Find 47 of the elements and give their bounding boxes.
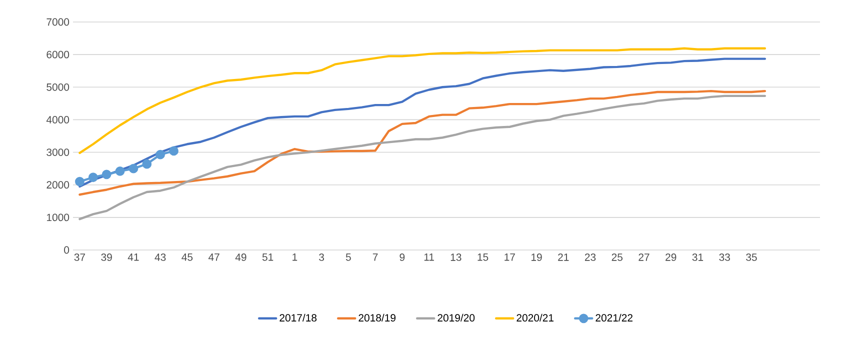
legend-label: 2020/21 <box>516 314 554 322</box>
x-tick-label: 45 <box>182 254 193 261</box>
point <box>88 172 98 182</box>
x-tick-label: 7 <box>372 254 378 261</box>
x-tick-label: 41 <box>128 254 139 261</box>
x-tick-label: 43 <box>154 254 166 261</box>
legend-label: 2017/18 <box>280 314 317 322</box>
point <box>75 176 84 186</box>
y-tick-label: 3000 <box>46 148 70 156</box>
x-tick-label: 19 <box>532 254 542 261</box>
point <box>102 170 112 180</box>
x-tick-label: 11 <box>424 254 434 261</box>
x-tick-label: 33 <box>719 254 730 261</box>
x-tick-label: 3 <box>319 254 324 261</box>
x-tick-label: 35 <box>746 254 757 261</box>
x-tick-label: 39 <box>101 254 112 261</box>
x-tick-label: 49 <box>235 254 246 261</box>
point <box>128 164 138 174</box>
x-tick-label: 17 <box>504 254 515 261</box>
x-tick-label: 5 <box>346 254 351 261</box>
y-tick-label: 5000 <box>46 83 70 91</box>
x-tick-label: 15 <box>478 254 488 261</box>
legend-label: 2018/19 <box>358 314 396 322</box>
y-tick-label: 7000 <box>46 18 70 26</box>
y-tick-label: 4000 <box>46 116 70 124</box>
x-tick-label: 25 <box>612 254 623 261</box>
point <box>169 146 178 156</box>
x-tick-label: 31 <box>692 254 704 261</box>
x-tick-label: 27 <box>638 254 650 261</box>
x-tick-label: 51 <box>262 254 274 261</box>
x-tick-label: 1 <box>292 254 298 261</box>
y-tick-label: 6000 <box>46 50 70 58</box>
point <box>156 150 166 160</box>
y-tick-label: 0 <box>64 246 70 254</box>
x-tick-label: 9 <box>400 254 405 261</box>
point <box>115 166 125 176</box>
y-tick-label: 1000 <box>47 214 70 222</box>
legend-label: 2019/20 <box>438 314 475 322</box>
x-tick-label: 23 <box>584 254 596 261</box>
x-tick-label: 21 <box>558 254 569 261</box>
legend-label: 2021/22 <box>596 314 632 322</box>
x-tick-label: 37 <box>74 254 85 261</box>
point <box>142 159 152 169</box>
x-tick-label: 13 <box>450 254 462 261</box>
x-tick-label: 47 <box>208 254 220 261</box>
x-tick-label: 29 <box>666 254 676 261</box>
y-tick-label: 2000 <box>46 181 70 189</box>
